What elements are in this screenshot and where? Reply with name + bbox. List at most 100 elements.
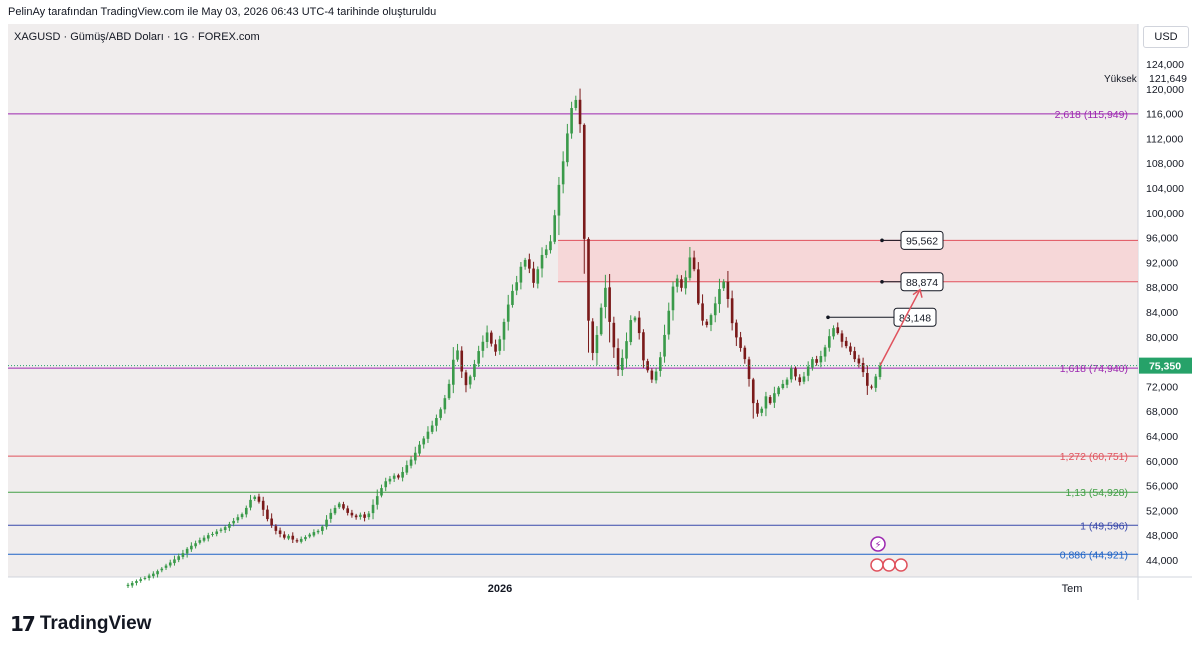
candle-body (494, 344, 497, 352)
annotation-anchor-0 (880, 238, 884, 243)
candle-body (561, 161, 565, 185)
tradingview-logo[interactable]: 17 TradingView (10, 612, 151, 636)
candle-body (633, 317, 637, 321)
candle-body (684, 277, 687, 289)
candle-body (409, 459, 413, 466)
candle-body (612, 322, 616, 348)
candle-body (460, 350, 464, 372)
candle-body (464, 372, 468, 386)
candle-body (430, 425, 434, 432)
y-tick-label-3: 56,000 (1146, 481, 1178, 493)
annotation-anchor-2 (826, 315, 830, 320)
candle-body (849, 346, 852, 352)
y-tick-label-4: 60,000 (1146, 456, 1178, 468)
candle-body (473, 364, 476, 377)
candle-body (544, 249, 548, 256)
candle-body (468, 376, 472, 385)
y-tick-label-6: 68,000 (1146, 406, 1178, 418)
candle-body (680, 279, 683, 288)
candle-body (329, 512, 333, 519)
candle-body (853, 351, 856, 360)
candle-body (232, 520, 235, 524)
resistance-zone[interactable] (558, 240, 1138, 282)
chart-caption: PelinAy tarafından TradingView.com ile M… (8, 6, 437, 18)
projection-arrow-line[interactable] (879, 289, 921, 366)
candle-body (815, 359, 818, 363)
currency-selector[interactable]: USD (1143, 26, 1189, 48)
candle-body (190, 545, 193, 550)
candle-body (388, 478, 392, 482)
us-flag-icon-3[interactable] (894, 558, 908, 572)
candle-body (418, 444, 421, 454)
candle-body (794, 368, 797, 377)
candle-body (456, 350, 459, 360)
candle-body (582, 124, 586, 239)
candle-body (785, 379, 789, 385)
candle-body (718, 289, 721, 305)
candle-body (316, 530, 320, 533)
candle-body (777, 387, 780, 395)
candle-body (287, 535, 290, 539)
y-tick-label-12: 92,000 (1146, 257, 1178, 269)
candle-body (536, 269, 540, 284)
candle-body (198, 540, 202, 543)
tradingview-logo-icon: 17 (10, 612, 36, 636)
candle-body (519, 266, 523, 283)
projection-arrow-head (912, 288, 923, 298)
y-tick-label-15: 104,000 (1146, 183, 1184, 195)
candle-body (705, 321, 709, 326)
lightning-icon[interactable] (870, 536, 886, 552)
candle-body (392, 475, 396, 479)
annotation-box-1[interactable] (900, 272, 944, 292)
candle-body (823, 347, 827, 357)
candle-body (443, 398, 447, 410)
candle-body (130, 582, 134, 586)
candle-body (735, 322, 738, 338)
y-tick-label-13: 96,000 (1146, 233, 1178, 245)
candle-body (143, 577, 147, 579)
candle-body (261, 500, 265, 510)
candle-body (595, 334, 599, 354)
time-axis-background (8, 577, 1192, 600)
candle-body (726, 281, 730, 299)
candle-body (608, 287, 611, 322)
candle-body (781, 383, 785, 389)
candle-body (557, 184, 561, 216)
candle-body (587, 238, 590, 321)
candle-body (523, 259, 527, 267)
fib-level-label-0: 2,618 (115,949) (1055, 109, 1128, 121)
candle-body (354, 515, 358, 518)
candle-body (553, 215, 557, 242)
last-price-tag[interactable] (1139, 357, 1192, 374)
candle-body (422, 438, 426, 445)
candle-body (722, 281, 725, 289)
candle-body (798, 377, 802, 383)
candle-body (363, 514, 366, 518)
price-chart[interactable]: 2,618 (115,949) 1,618 (74,940) 1,272 (60,7… (8, 24, 1192, 600)
event-icons[interactable]: ⚡ (870, 536, 908, 572)
us-flag-icon-2[interactable] (882, 558, 896, 572)
annotation-box-0[interactable] (900, 230, 944, 250)
chart-area[interactable]: 2,618 (115,949) 1,618 (74,940) 1,272 (60,7… (8, 24, 1192, 600)
candle-body (502, 321, 506, 340)
candle-body (202, 537, 206, 541)
candle-body (671, 286, 675, 311)
candle-body (168, 562, 172, 566)
annotation-box-2[interactable] (893, 307, 937, 327)
y-tick-label-2: 52,000 (1146, 505, 1178, 517)
candle-body (654, 371, 658, 381)
plot-background (8, 24, 1138, 577)
candle-body (637, 317, 641, 334)
candle-body (295, 540, 299, 542)
candle-body (270, 518, 273, 526)
symbol-line: XAGUSD · Gümüş/ABD Doları · 1G · FOREX.c… (14, 31, 260, 43)
candle-body (675, 278, 679, 287)
candle-body (325, 519, 328, 527)
candle-body (616, 348, 620, 370)
candle-body (688, 257, 692, 278)
us-flag-icon-1[interactable] (870, 558, 884, 572)
fib-level-label-1: 1,618 (74,940) (1060, 363, 1128, 375)
candle-body (451, 359, 455, 385)
candle-body (532, 268, 535, 283)
candle-body (756, 402, 759, 414)
